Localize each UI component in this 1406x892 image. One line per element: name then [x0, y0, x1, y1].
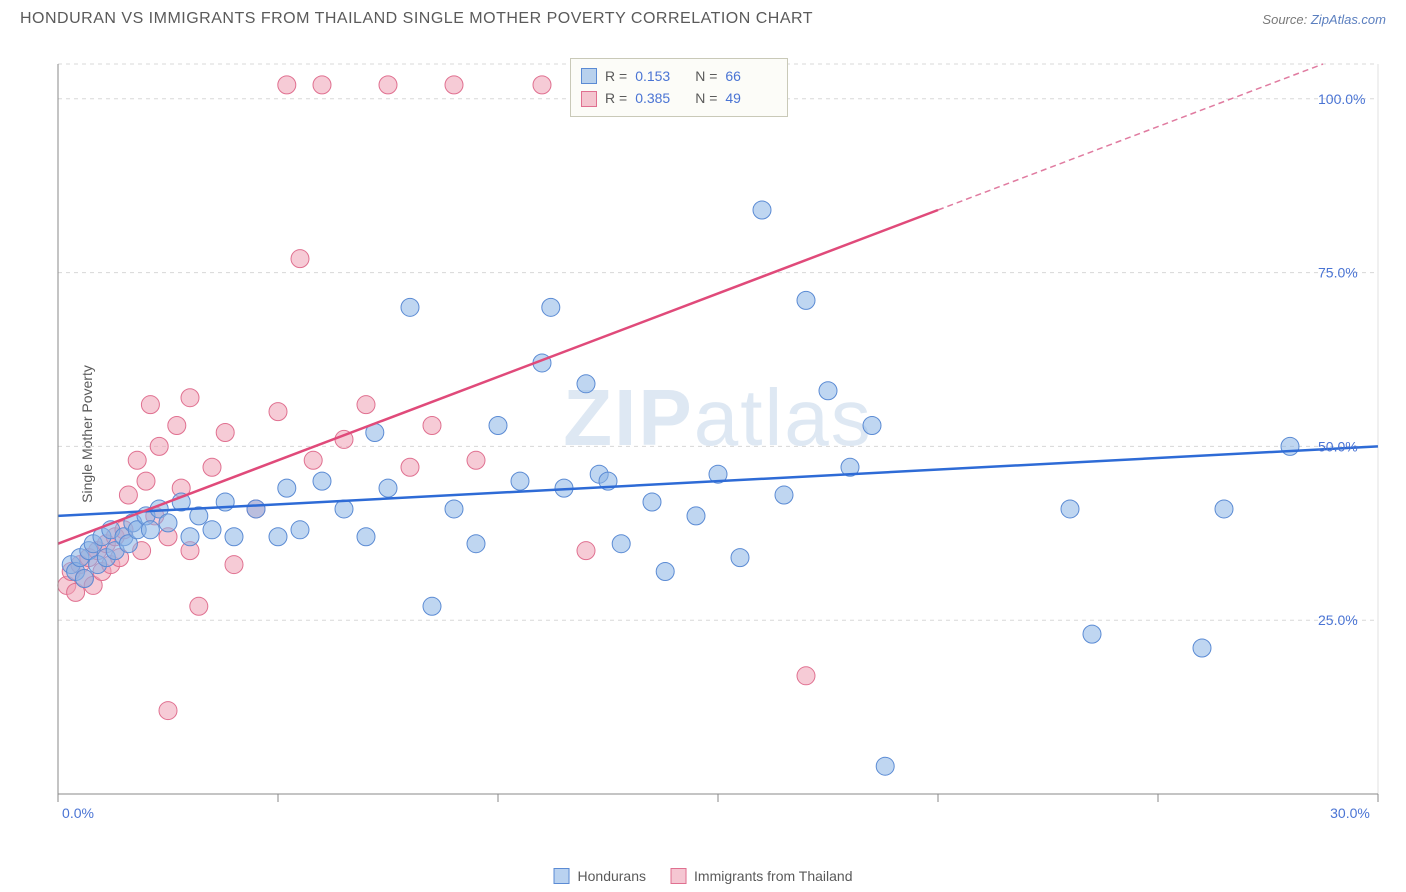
svg-text:30.0%: 30.0%	[1330, 805, 1370, 821]
axes	[58, 64, 1378, 802]
legend-item-thailand: Immigrants from Thailand	[670, 868, 852, 884]
svg-text:100.0%: 100.0%	[1318, 91, 1365, 107]
honduran-points	[62, 201, 1299, 775]
legend-label-honduran: Hondurans	[578, 868, 647, 884]
swatch-blue	[581, 68, 597, 84]
n-label: N =	[695, 65, 717, 87]
gridlines	[58, 64, 1378, 620]
legend-item-honduran: Hondurans	[554, 868, 647, 884]
svg-text:25.0%: 25.0%	[1318, 612, 1358, 628]
y-tick-labels: 25.0% 50.0% 75.0% 100.0%	[1318, 91, 1365, 628]
swatch-pink	[581, 91, 597, 107]
chart-title: HONDURAN VS IMMIGRANTS FROM THAILAND SIN…	[20, 10, 813, 28]
n-value-thailand: 49	[725, 87, 777, 109]
r-label: R =	[605, 65, 627, 87]
x-tick-labels: 0.0% 30.0%	[62, 805, 1370, 821]
title-bar: HONDURAN VS IMMIGRANTS FROM THAILAND SIN…	[0, 0, 1406, 34]
stats-row-honduran: R = 0.153 N = 66	[581, 65, 777, 87]
source-link[interactable]: ZipAtlas.com	[1311, 12, 1386, 27]
source-attribution: Source: ZipAtlas.com	[1262, 12, 1386, 27]
r-label: R =	[605, 87, 627, 109]
svg-text:50.0%: 50.0%	[1318, 438, 1358, 454]
n-value-honduran: 66	[725, 65, 777, 87]
source-label: Source:	[1262, 12, 1307, 27]
svg-text:75.0%: 75.0%	[1318, 265, 1358, 281]
bottom-legend: Hondurans Immigrants from Thailand	[554, 868, 853, 884]
stats-box: R = 0.153 N = 66 R = 0.385 N = 49	[570, 58, 788, 117]
r-value-thailand: 0.385	[635, 87, 687, 109]
n-label: N =	[695, 87, 717, 109]
plot-area: Single Mother Poverty ZIPatlas 25.0%50.0…	[50, 44, 1386, 824]
legend-label-thailand: Immigrants from Thailand	[694, 868, 852, 884]
svg-text:0.0%: 0.0%	[62, 805, 94, 821]
legend-swatch-blue	[554, 868, 570, 884]
stats-row-thailand: R = 0.385 N = 49	[581, 87, 777, 109]
legend-swatch-pink	[670, 868, 686, 884]
scatter-svg: 25.0% 50.0% 75.0% 100.0% 0.0% 30.0%	[50, 44, 1386, 824]
thailand-points	[58, 76, 815, 720]
r-value-honduran: 0.153	[635, 65, 687, 87]
